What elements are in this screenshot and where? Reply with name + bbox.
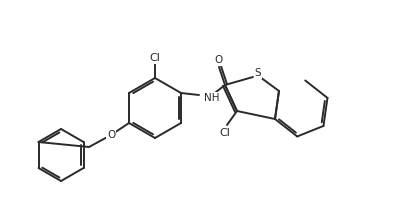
Text: O: O bbox=[215, 55, 223, 65]
Text: O: O bbox=[215, 55, 223, 65]
Text: Cl: Cl bbox=[219, 128, 230, 138]
Text: Cl: Cl bbox=[149, 53, 160, 63]
Text: S: S bbox=[255, 68, 261, 78]
Text: NH: NH bbox=[204, 93, 219, 103]
Text: O: O bbox=[107, 130, 115, 140]
Text: NH: NH bbox=[204, 93, 219, 103]
Text: O: O bbox=[107, 130, 115, 140]
Text: S: S bbox=[255, 68, 261, 78]
Text: Cl: Cl bbox=[149, 53, 160, 63]
Text: Cl: Cl bbox=[219, 128, 230, 138]
